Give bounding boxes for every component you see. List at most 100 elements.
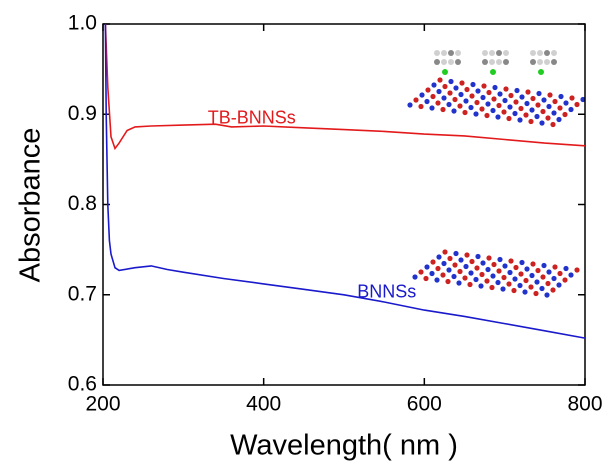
atom bbox=[569, 95, 575, 101]
atom bbox=[540, 108, 546, 115]
atom bbox=[441, 260, 447, 267]
atom bbox=[457, 268, 463, 275]
atom bbox=[492, 84, 498, 91]
atom bbox=[442, 249, 448, 255]
atom bbox=[442, 83, 448, 90]
atom bbox=[457, 103, 463, 109]
atom bbox=[523, 112, 529, 118]
atom bbox=[517, 282, 523, 289]
group-atom bbox=[448, 59, 454, 65]
atom bbox=[502, 97, 508, 104]
atom bbox=[507, 269, 513, 276]
atom bbox=[468, 270, 474, 276]
atom bbox=[447, 255, 453, 262]
atom bbox=[545, 280, 551, 287]
atom bbox=[446, 267, 452, 273]
atom bbox=[534, 279, 540, 285]
y-axis-title: Absorbance bbox=[15, 128, 47, 283]
atom bbox=[490, 273, 496, 279]
atom bbox=[552, 98, 558, 105]
atom bbox=[462, 109, 468, 116]
atom bbox=[418, 103, 424, 110]
atom bbox=[446, 101, 452, 108]
atom bbox=[486, 255, 492, 261]
series-line bbox=[104, 23, 586, 339]
atom bbox=[519, 94, 525, 100]
atom bbox=[539, 120, 545, 126]
x-tick-label: 400 bbox=[246, 393, 281, 416]
atom bbox=[563, 265, 569, 272]
atom bbox=[436, 254, 442, 260]
atom bbox=[451, 108, 457, 114]
atom bbox=[552, 264, 558, 270]
group-atom bbox=[544, 50, 550, 56]
atom bbox=[484, 278, 490, 284]
group-atom bbox=[482, 59, 488, 65]
group-atom bbox=[530, 50, 536, 56]
group-atom bbox=[434, 59, 440, 65]
molecule-illustrations bbox=[407, 50, 586, 298]
atom bbox=[522, 289, 528, 295]
group-atom bbox=[489, 50, 495, 56]
atom bbox=[445, 278, 451, 285]
atom bbox=[557, 270, 563, 277]
atom bbox=[407, 102, 413, 108]
x-axis-title: Wavelength( nm ) bbox=[230, 430, 458, 462]
group-atom bbox=[448, 50, 454, 56]
atom bbox=[485, 266, 491, 273]
y-tick-label: 0.8 bbox=[68, 192, 97, 215]
atom bbox=[512, 110, 518, 117]
atom bbox=[452, 262, 458, 268]
atom bbox=[550, 121, 556, 128]
atom bbox=[453, 250, 459, 257]
series-line bbox=[104, 23, 586, 151]
atom bbox=[562, 277, 568, 283]
plot-frame bbox=[102, 23, 586, 386]
atom bbox=[453, 85, 459, 91]
series-annotation: BNNSs bbox=[357, 282, 416, 302]
x-tick-label: 600 bbox=[407, 393, 442, 416]
atom bbox=[540, 274, 546, 280]
group-atom bbox=[441, 50, 447, 56]
group-atom bbox=[551, 59, 557, 65]
atom bbox=[497, 91, 503, 97]
atom bbox=[441, 95, 447, 101]
atom bbox=[574, 267, 580, 273]
group-atom bbox=[496, 59, 502, 65]
atom bbox=[419, 92, 425, 98]
atom bbox=[535, 267, 541, 274]
group-atom bbox=[441, 59, 447, 65]
atom bbox=[541, 262, 547, 269]
atom bbox=[459, 80, 465, 86]
atom bbox=[491, 96, 497, 102]
atom bbox=[464, 252, 470, 258]
group-atom bbox=[503, 50, 509, 56]
atom bbox=[506, 115, 512, 122]
y-tick-label: 0.7 bbox=[68, 282, 97, 305]
atom bbox=[511, 287, 517, 294]
atom bbox=[489, 284, 495, 291]
atom bbox=[481, 83, 487, 89]
atom bbox=[447, 90, 453, 96]
group-atom bbox=[434, 50, 440, 56]
atom bbox=[495, 279, 501, 286]
atom bbox=[436, 88, 442, 95]
atom bbox=[557, 105, 563, 111]
atom bbox=[451, 273, 457, 280]
atom bbox=[412, 274, 418, 280]
atom bbox=[469, 258, 475, 265]
atom bbox=[558, 93, 564, 100]
atom bbox=[544, 292, 550, 298]
atom bbox=[568, 272, 574, 278]
atom bbox=[529, 107, 535, 113]
atom bbox=[473, 111, 479, 117]
atom bbox=[513, 264, 519, 271]
atom bbox=[497, 256, 503, 263]
atom bbox=[503, 86, 509, 92]
atom bbox=[508, 258, 514, 264]
group-atom bbox=[551, 50, 557, 56]
group-atom bbox=[530, 59, 536, 65]
y-tick-label: 0.6 bbox=[68, 373, 97, 396]
atom bbox=[513, 99, 519, 105]
